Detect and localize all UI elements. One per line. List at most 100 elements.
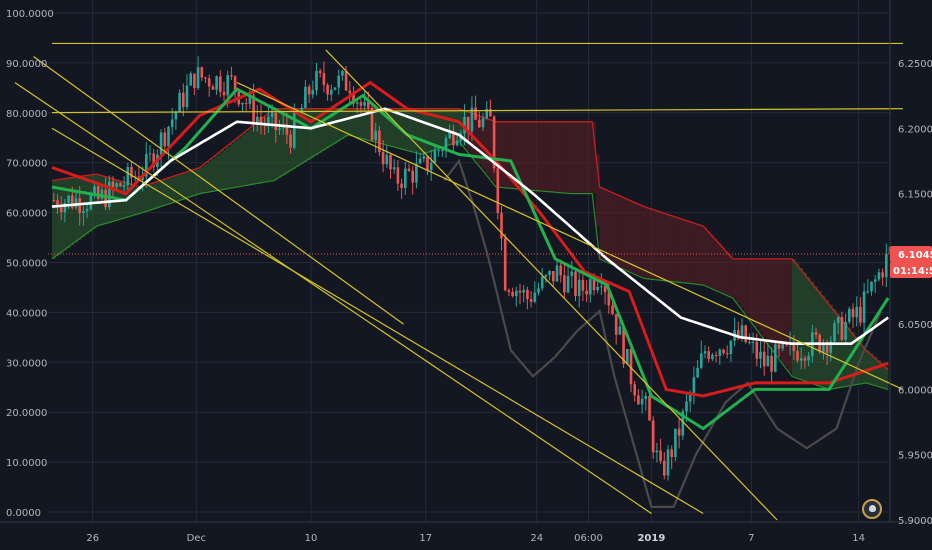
cloud-slice	[244, 132, 249, 186]
cloud-slice	[422, 108, 426, 155]
cloud-slice	[496, 121, 500, 188]
last-price-tag: 6.1045	[890, 246, 932, 262]
cloud-slice	[577, 121, 582, 194]
trendline[interactable]	[51, 108, 904, 114]
cloud-slice	[314, 108, 319, 156]
left-axis-tick: 100.0000	[6, 9, 54, 20]
cloud-slice	[140, 187, 145, 214]
cloud-slice	[351, 108, 356, 136]
cloud-slice	[684, 220, 689, 283]
time-axis-tick: 06:00	[574, 533, 603, 544]
candle-body	[496, 168, 500, 213]
candle-body	[204, 77, 207, 79]
cloud-slice	[151, 183, 156, 210]
candle-body	[93, 186, 96, 196]
cloud-slice	[877, 360, 881, 387]
cloud-slice	[222, 149, 226, 190]
cloud-slice	[473, 113, 478, 160]
time-axis[interactable]: 26 Dec 10 17 24 06:00 2019 7 14	[86, 533, 865, 544]
candle-body	[855, 306, 858, 318]
trendline[interactable]	[236, 82, 904, 390]
candle-body	[881, 272, 884, 278]
cloud-slice	[603, 188, 608, 261]
cloud-slice	[433, 108, 437, 151]
candle-body	[59, 207, 63, 213]
time-axis-tick: 24	[530, 533, 543, 544]
candle-body	[333, 87, 337, 90]
candle-body	[655, 450, 659, 453]
cloud-slice	[185, 172, 189, 199]
cloud-slice	[540, 121, 545, 191]
cloud-slice	[251, 126, 256, 185]
candle-body	[492, 116, 496, 169]
candle-body	[626, 348, 629, 365]
candle-body	[659, 450, 662, 461]
cloud-slice	[211, 158, 215, 192]
left-axis-tick: 40.0000	[6, 308, 47, 319]
time-axis-tick: 2019	[637, 533, 665, 544]
candle-body	[418, 158, 422, 164]
candle-body	[740, 325, 744, 339]
candle-body	[707, 351, 710, 360]
cloud-slice	[769, 258, 774, 347]
candle-body	[315, 70, 318, 91]
candle-body	[211, 86, 215, 90]
countdown-tag: 01:14:58	[890, 262, 932, 278]
candle-body	[85, 209, 89, 211]
candle-body	[848, 308, 851, 322]
candle-body	[167, 126, 170, 147]
candle-body	[174, 112, 178, 120]
cloud-slice	[592, 121, 596, 194]
candle-body	[185, 85, 189, 108]
candle-body	[873, 279, 877, 282]
cloud-slice	[758, 258, 763, 333]
candle-body	[248, 95, 252, 104]
candle-body	[429, 162, 433, 171]
ma-green-line	[51, 87, 890, 431]
candle-body	[182, 92, 185, 108]
user-avatar-icon[interactable]	[862, 499, 882, 519]
oscillator-curve	[443, 158, 882, 508]
candle-body	[796, 351, 799, 361]
trendline[interactable]	[33, 55, 404, 325]
candle-body	[422, 156, 426, 159]
cloud-slice	[359, 108, 363, 138]
candle-body	[326, 84, 329, 95]
cloud-slice	[536, 121, 541, 191]
candle-body	[840, 317, 844, 340]
candle-body	[344, 71, 348, 91]
cloud-slice	[270, 111, 275, 182]
candle-body	[481, 118, 485, 128]
cloud-slice	[777, 258, 781, 357]
candle-body	[759, 351, 762, 359]
candle-body	[755, 341, 759, 359]
candle-body	[774, 344, 777, 372]
last-price-label: 6.1045	[898, 250, 932, 261]
trendline[interactable]	[14, 82, 652, 514]
cloud-slice	[307, 108, 312, 160]
trendline[interactable]	[325, 49, 778, 521]
candle-body	[674, 428, 677, 458]
candle-body	[807, 355, 810, 361]
candle-body	[318, 70, 322, 74]
candle-body	[781, 343, 784, 349]
cloud-slice	[377, 108, 382, 143]
candle-body	[792, 341, 796, 352]
trendline[interactable]	[51, 127, 704, 514]
cloud-slice	[762, 258, 767, 338]
left-axis-tick: 70.0000	[6, 159, 47, 170]
cloud-slice	[484, 117, 489, 174]
candle-body	[681, 411, 685, 436]
cloud-slice	[325, 108, 330, 149]
candle-body	[322, 73, 326, 85]
cloud-slice	[644, 206, 648, 279]
candle-body	[437, 150, 440, 152]
cloud-slice	[259, 120, 263, 184]
candle-body	[533, 292, 537, 302]
candle-body	[56, 200, 59, 208]
cloud-slice	[385, 108, 389, 145]
candle-body	[522, 289, 525, 293]
cloud-slice	[566, 121, 571, 194]
cloud-slice	[570, 121, 574, 194]
